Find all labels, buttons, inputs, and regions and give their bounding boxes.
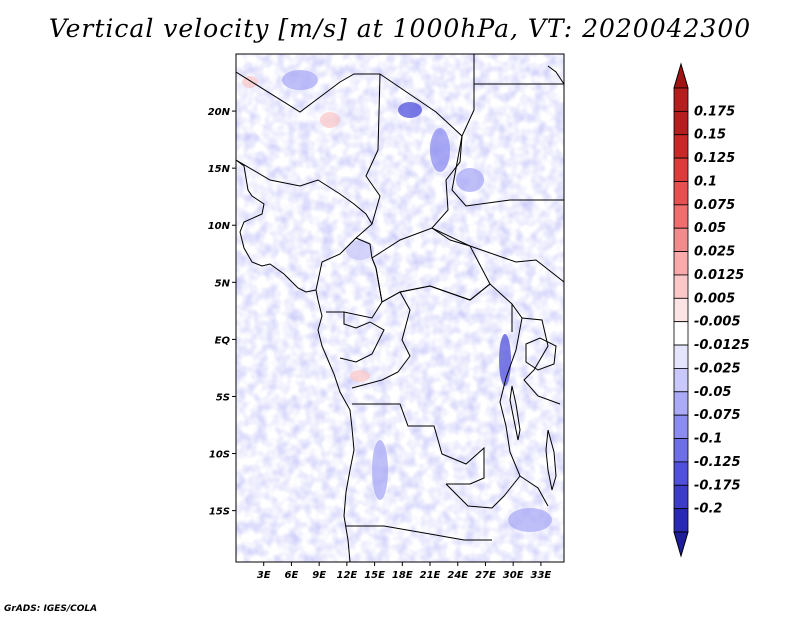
colorbar-bin (673, 414, 689, 439)
border-zambia (445, 475, 549, 509)
red-sea-coast (547, 65, 564, 85)
lake-malawi (545, 429, 557, 491)
lat-tick-label: 10N (208, 221, 231, 232)
border-algeria-mali (236, 71, 380, 113)
grads-credit: GrADS: IGES/COLA (4, 604, 98, 614)
border-gabon-congo (339, 312, 385, 363)
lat-tick-label: 10S (209, 450, 230, 461)
lon-tick-label: 6E (285, 570, 299, 581)
colorbar-label: 0.15 (694, 128, 726, 143)
field-blob (346, 240, 374, 260)
colorbar-label: -0.175 (694, 478, 741, 493)
field-blob (456, 168, 484, 192)
colorbar-label: -0.0125 (694, 338, 750, 353)
colorbar-bin (673, 508, 689, 533)
colorbar-bin (673, 391, 689, 416)
colorbar-bin (673, 204, 689, 229)
border-chad-sudan (431, 135, 463, 241)
colorbar-label: -0.125 (694, 455, 741, 470)
border-drc-angola (352, 403, 485, 485)
colorbar-label: -0.025 (694, 361, 741, 376)
lat-tick-label: 5N (215, 278, 231, 289)
field-blob (350, 370, 370, 382)
field-blob (499, 334, 511, 386)
colorbar-label: 0.0125 (694, 268, 744, 283)
lon-tick-label: 30E (503, 570, 524, 581)
colorbar-bin (673, 297, 689, 323)
colorbar-bin (673, 344, 689, 369)
lat-tick-label: 15S (209, 507, 230, 518)
lat-tick-label: 20N (208, 107, 231, 118)
colorbar-label: -0.005 (694, 315, 741, 330)
colorbar-bin (673, 110, 689, 136)
lake-victoria (525, 337, 557, 371)
colorbar-bin (673, 134, 689, 159)
lon-tick-label: 33E (531, 570, 552, 581)
border-angola-namibia (346, 525, 492, 541)
border-ethiopia (451, 135, 564, 207)
lon-tick-label: 15E (364, 570, 385, 581)
field-blob (242, 76, 258, 88)
colorbar-label: 0.005 (694, 291, 735, 306)
lat-tick-label: EQ (215, 335, 231, 346)
vertical-velocity-shading (236, 54, 564, 562)
colorbar-bin (673, 157, 689, 182)
lon-tick-label: 3E (257, 570, 271, 581)
colorbar-bin (673, 461, 689, 486)
lake-tanganyika (509, 385, 521, 441)
plot-frame (235, 53, 565, 563)
lat-tick-label: 5S (216, 392, 230, 403)
border-niger-chad (355, 73, 381, 239)
border-cameroon (326, 237, 383, 319)
field-blob (398, 102, 422, 118)
colorbar-bin (673, 251, 689, 276)
border-nigeria (315, 237, 357, 291)
colorbar-bin (673, 87, 689, 112)
country-boundaries (236, 54, 564, 562)
lon-tick-label: 9E (312, 570, 326, 581)
axis-ticks: 3E 6E 9E 12E 15E 18E 21E 24E 27E 30E 33E 20N 15N 10N 5… (208, 107, 552, 581)
map-title: Vertical velocity [m/s] at 1000hPa, VT: … (48, 14, 752, 43)
colorbar-bin (673, 227, 689, 252)
lat-tick-label: 15N (208, 164, 231, 175)
lon-tick-label: 24E (447, 570, 468, 581)
lon-tick-label: 27E (475, 570, 496, 581)
lon-tick-label: 21E (420, 570, 441, 581)
border-south-sudan (449, 239, 564, 283)
colorbar-bin (673, 181, 689, 206)
border-mali-burkina (236, 159, 373, 225)
field-blob (430, 128, 450, 172)
lon-tick-label: 18E (392, 570, 413, 581)
colorbar: 0.175 0.15 0.125 0.1 0.075 0.05 0.025 0.0125 0.0… (673, 62, 750, 558)
colorbar-label: 0.1 (694, 174, 717, 189)
colorbar-bottom-triangle (673, 531, 689, 558)
colorbar-label: 0.025 (694, 245, 735, 260)
colorbar-bin (673, 484, 689, 510)
field-blob (372, 440, 388, 500)
field-blob (508, 508, 552, 532)
colorbar-label: 0.175 (694, 104, 735, 119)
field-texture (236, 54, 564, 562)
colorbar-label: -0.075 (694, 408, 741, 423)
border-uganda-kenya (521, 317, 561, 405)
colorbar-label: 0.05 (694, 221, 726, 236)
colorbar-bin (673, 274, 689, 299)
colorbar-bin (673, 321, 689, 346)
colorbar-bin (673, 368, 689, 393)
colorbar-label: -0.05 (694, 385, 731, 400)
colorbar-label: -0.2 (694, 502, 722, 517)
lon-tick-label: 12E (336, 570, 357, 581)
field-blob (282, 70, 318, 90)
field-blob (320, 112, 340, 128)
border-east-africa (499, 303, 523, 477)
colorbar-label: 0.075 (694, 198, 735, 213)
colorbar-top-triangle (673, 62, 689, 89)
colorbar-label: -0.1 (694, 432, 722, 447)
border-drc-west (351, 291, 411, 389)
colorbar-bin (673, 438, 689, 463)
colorbar-label: 0.125 (694, 151, 735, 166)
